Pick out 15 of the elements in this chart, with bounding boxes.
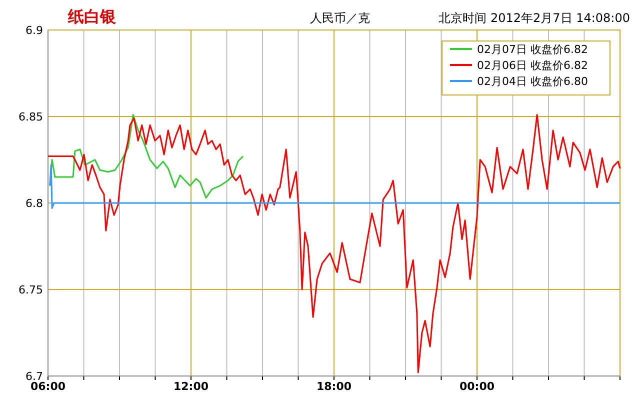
xtick: 00:00 [460,380,494,393]
xtick: 12:00 [174,380,208,393]
ytick: 6.75 [18,284,43,296]
ytick: 6.8 [26,197,43,210]
ytick: 6.9 [26,24,43,37]
legend: 02月04日 收盘价6.80 [477,75,588,88]
xtick: 06:00 [30,380,66,393]
legend: 02月07日 收盘价6.82 [477,43,588,56]
ytick: 6.7 [26,370,43,383]
legend: 02月06日 收盘价6.82 [477,59,588,72]
title: 纸白银 [68,7,116,26]
subtitle: 人民币／克 [310,11,370,25]
xtick: 18:00 [316,380,352,393]
annotation: 北京时间 2012年2月7日 14:08:00 [438,11,630,25]
ytick: 6.85 [18,110,43,124]
